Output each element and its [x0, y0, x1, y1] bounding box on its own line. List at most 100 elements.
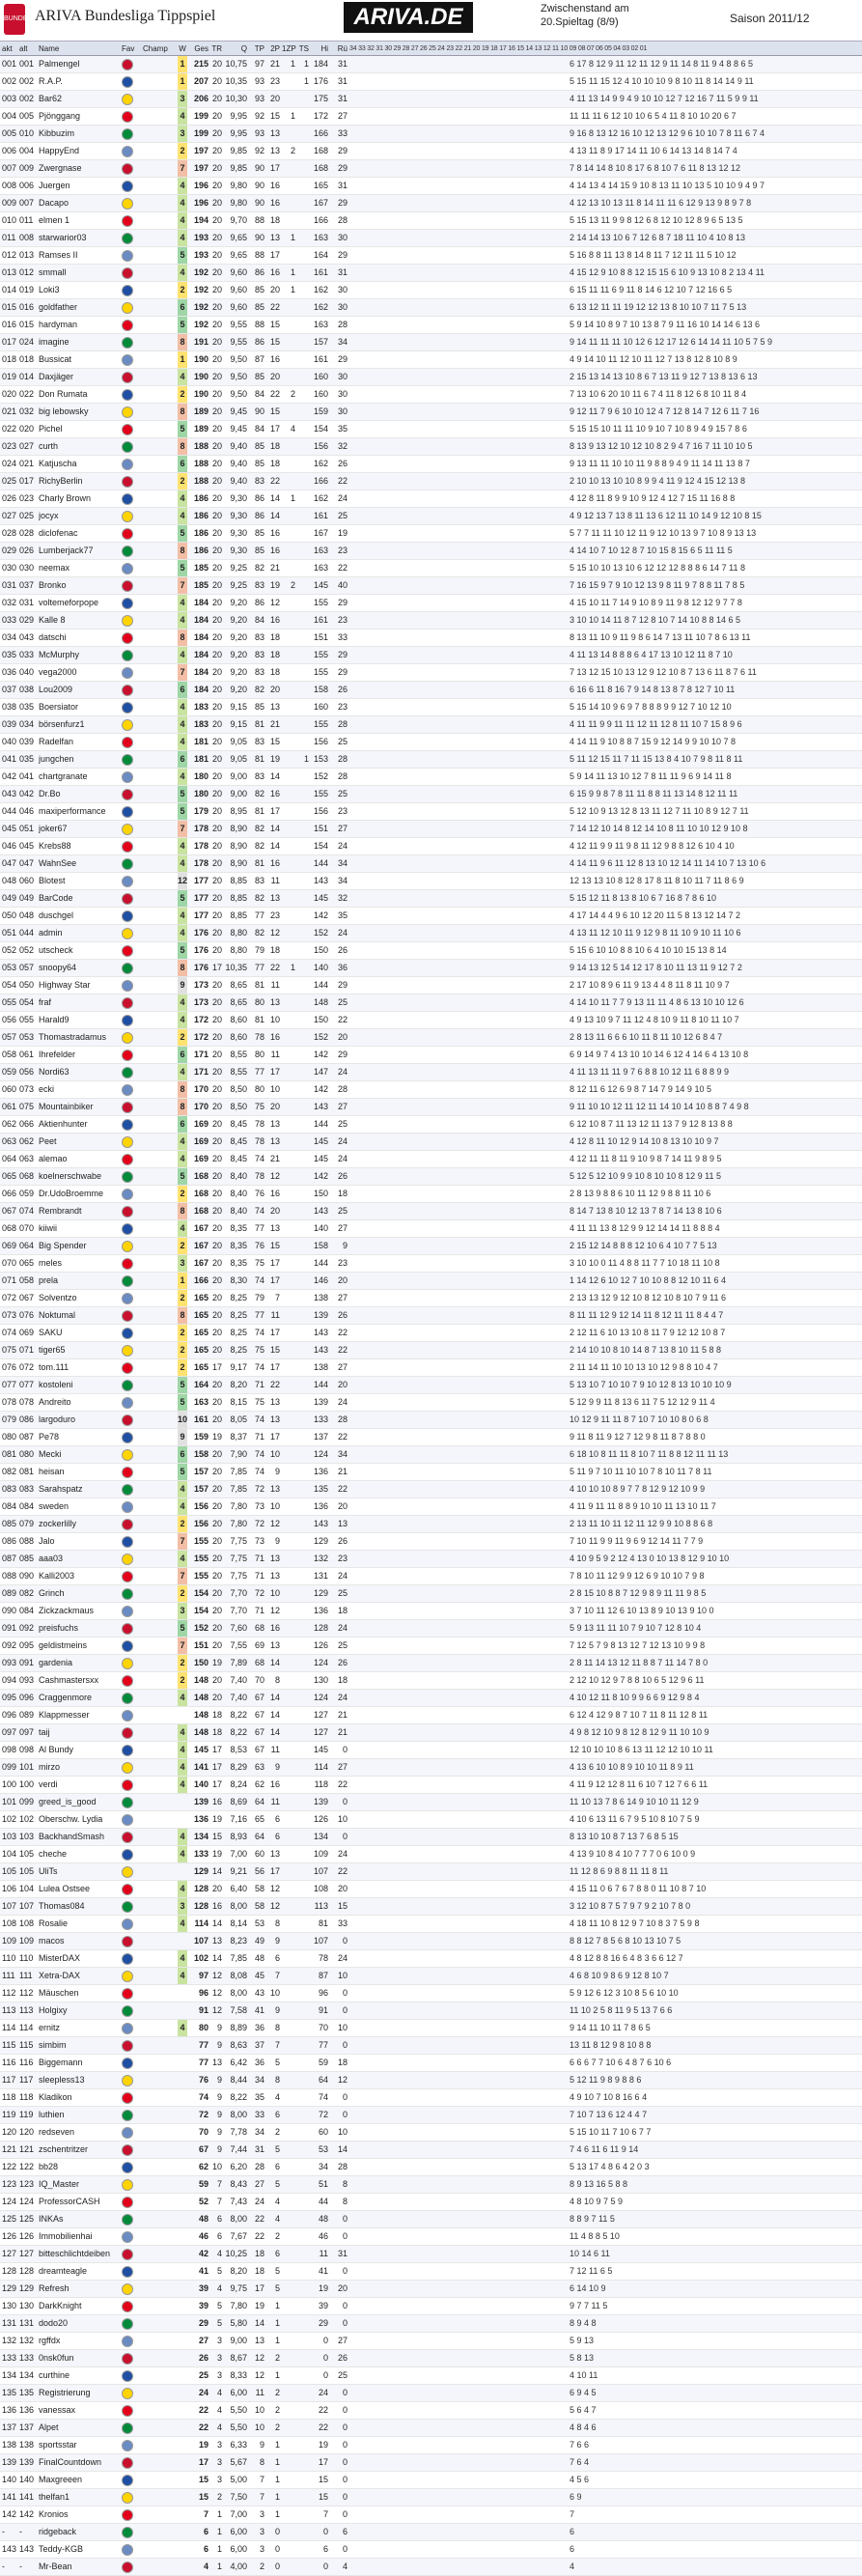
- player-name[interactable]: Solventzo: [39, 1293, 77, 1302]
- table-row[interactable]: 124 124 ProfessorCASH 52 7 7,43 24 4 44 8 4 8 10 9…: [0, 2194, 862, 2211]
- table-row[interactable]: 011 008 starwarior03 4 193 20 9,65 90 13 1 163 30 2 …: [0, 230, 862, 247]
- player-name[interactable]: big lebowsky: [39, 406, 89, 416]
- table-row[interactable]: 006 004 HappyEnd 2 197 20 9,85 92 13 2 168 29 4 13 1…: [0, 143, 862, 160]
- table-row[interactable]: 046 045 Krebs88 4 178 20 8,90 82 14 154 24 4 12 11 …: [0, 838, 862, 855]
- table-row[interactable]: 091 092 preisfuchs 5 152 20 7,60 68 16 128 24 5 9 1…: [0, 1620, 862, 1638]
- table-row[interactable]: 057 053 Thomastradamus 2 172 20 8,60 78 16 152 20 2…: [0, 1029, 862, 1047]
- table-row[interactable]: 080 087 Pe78 9 159 19 8,37 71 17 137 22 9 11 8 11 9…: [0, 1429, 862, 1446]
- player-name[interactable]: vanessax: [39, 2405, 76, 2415]
- player-name[interactable]: Loki3: [39, 285, 60, 294]
- table-row[interactable]: 001 001 Palmengel 1 215 20 10,75 97 21 1 1 184 31 6 1…: [0, 56, 862, 73]
- player-name[interactable]: Highway Star: [39, 980, 91, 990]
- player-name[interactable]: Al Bundy: [39, 1745, 74, 1754]
- player-name[interactable]: RichyBerlin: [39, 476, 83, 486]
- player-name[interactable]: Katjuscha: [39, 459, 77, 468]
- table-row[interactable]: 038 035 Boersiator 4 183 20 9,15 85 13 160 23 5 15 …: [0, 699, 862, 716]
- table-row[interactable]: 066 059 Dr.UdoBroemme 2 168 20 8,40 76 16 150 18 2 …: [0, 1186, 862, 1203]
- table-row[interactable]: 060 073 ecki 8 170 20 8,50 80 10 142 28 8 12 11 6 1…: [0, 1081, 862, 1099]
- player-name[interactable]: fraf: [39, 997, 52, 1007]
- player-name[interactable]: simbim: [39, 2040, 67, 2050]
- player-name[interactable]: ecki: [39, 1084, 55, 1094]
- table-row[interactable]: 090 084 Zickzackmaus 3 154 20 7,70 71 12 136 18 3 7…: [0, 1603, 862, 1620]
- table-row[interactable]: 045 051 joker67 7 178 20 8,90 82 14 151 27 7 14 12 …: [0, 821, 862, 838]
- table-row[interactable]: 092 095 geldistmeins 7 151 20 7,55 69 13 126 25 7 1…: [0, 1638, 862, 1655]
- player-name[interactable]: smmall: [39, 267, 67, 277]
- player-name[interactable]: Krebs88: [39, 841, 71, 851]
- table-row[interactable]: 106 104 Lulea Ostsee 4 128 20 6,40 58 12 108 20 4 1…: [0, 1881, 862, 1898]
- table-row[interactable]: 068 070 kiiwii 4 167 20 8,35 77 13 140 27 4 11 11 1…: [0, 1220, 862, 1238]
- table-row[interactable]: 002 002 R.A.P. 1 207 20 10,35 93 23 1 176 31 5 15 11…: [0, 73, 862, 91]
- table-row[interactable]: 008 006 Juergen 4 196 20 9,80 90 16 165 31 4 14 13 …: [0, 178, 862, 195]
- table-row[interactable]: 031 037 Bronko 7 185 20 9,25 83 19 2 145 40 7 16 15 …: [0, 577, 862, 595]
- table-row[interactable]: 043 042 Dr.Bo 5 180 20 9,00 82 16 155 25 6 15 9 9 8…: [0, 786, 862, 803]
- player-name[interactable]: Dr.UdoBroemme: [39, 1189, 104, 1198]
- player-name[interactable]: Zwergnase: [39, 163, 82, 173]
- player-name[interactable]: R.A.P.: [39, 76, 63, 86]
- table-row[interactable]: 020 022 Don Rumata 2 190 20 9,50 84 22 2 160 30 7 13…: [0, 386, 862, 404]
- table-row[interactable]: 047 047 WahnSee 4 178 20 8,90 81 16 144 34 4 14 11 …: [0, 855, 862, 873]
- table-row[interactable]: 028 028 diclofenac 5 186 20 9,30 85 16 167 19 5 7 7…: [0, 525, 862, 543]
- table-row[interactable]: 098 098 Al Bundy 4 145 17 8,53 67 11 145 0 12 10 10…: [0, 1742, 862, 1759]
- player-name[interactable]: Lumberjack77: [39, 546, 94, 555]
- player-name[interactable]: SAKU: [39, 1328, 63, 1337]
- player-name[interactable]: Grinch: [39, 1588, 65, 1598]
- table-row[interactable]: 113 113 Holgixy 91 12 7,58 41 9 91 0 11 10 2 5 8 1…: [0, 2002, 862, 2020]
- table-row[interactable]: 065 068 koelnerschwabe 5 168 20 8,40 78 12 142 26 5…: [0, 1168, 862, 1186]
- table-row[interactable]: 025 017 RichyBerlin 2 188 20 9,40 83 22 166 22 2 10…: [0, 473, 862, 490]
- player-name[interactable]: Pjönggang: [39, 111, 81, 121]
- player-name[interactable]: gardenia: [39, 1658, 73, 1667]
- player-name[interactable]: Dr.Bo: [39, 789, 61, 798]
- table-row[interactable]: 075 071 tiger65 2 165 20 8,25 75 15 143 22 2 14 10 …: [0, 1342, 862, 1359]
- player-name[interactable]: FinalCountdown: [39, 2457, 102, 2467]
- table-row[interactable]: 032 031 voltemeforpope 4 184 20 9,20 86 12 155 29 4…: [0, 595, 862, 612]
- table-row[interactable]: 141 141 thelfan1 15 2 7,50 7 1 15 0 6 9: [0, 2489, 862, 2506]
- table-row[interactable]: 013 012 smmall 4 192 20 9,60 86 16 1 161 31 4 15 12 …: [0, 265, 862, 282]
- player-name[interactable]: Andreito: [39, 1397, 71, 1407]
- table-row[interactable]: 009 007 Dacapo 4 196 20 9,80 90 16 167 29 4 12 13 1…: [0, 195, 862, 212]
- table-row[interactable]: 132 132 rgffdx 27 3 9,00 13 1 0 27 5 9 13: [0, 2333, 862, 2350]
- table-row[interactable]: 015 016 goldfather 6 192 20 9,60 85 22 162 30 6 13 …: [0, 299, 862, 317]
- table-row[interactable]: 117 117 sleepless13 76 9 8,44 34 8 64 12 5 12 11 9…: [0, 2072, 862, 2089]
- player-name[interactable]: Craggenmore: [39, 1693, 93, 1702]
- table-row[interactable]: 095 096 Craggenmore 4 148 20 7,40 67 14 124 24 4 10…: [0, 1690, 862, 1707]
- table-row[interactable]: 051 044 admin 4 176 20 8,80 82 12 152 24 4 13 11 12…: [0, 925, 862, 942]
- table-row[interactable]: 030 030 neemax 5 185 20 9,25 82 21 163 22 5 15 10 1…: [0, 560, 862, 577]
- table-row[interactable]: 014 019 Loki3 2 192 20 9,60 85 20 1 162 30 6 15 11 1…: [0, 282, 862, 299]
- player-name[interactable]: bb28: [39, 2162, 59, 2171]
- table-row[interactable]: 016 015 hardyman 5 192 20 9,55 88 15 163 28 5 9 14 …: [0, 317, 862, 334]
- player-name[interactable]: kiiwii: [39, 1223, 57, 1233]
- player-name[interactable]: mirzo: [39, 1762, 60, 1772]
- player-name[interactable]: Ramses II: [39, 250, 78, 260]
- table-row[interactable]: 121 121 zschentritzer 67 9 7,44 31 5 53 14 7 4 6 1…: [0, 2142, 862, 2159]
- player-name[interactable]: Kalle 8: [39, 615, 66, 625]
- table-row[interactable]: - - ridgeback 6 1 6,00 3 0 0 6 6: [0, 2524, 862, 2541]
- table-row[interactable]: 048 060 Blotest 12 177 20 8,85 83 11 143 34 12 13 1…: [0, 873, 862, 890]
- player-name[interactable]: jocyx: [39, 511, 59, 520]
- table-row[interactable]: 017 024 imagine 8 191 20 9,55 86 15 157 34 9 14 11 …: [0, 334, 862, 351]
- table-row[interactable]: 108 108 Rosalie 4 114 14 8,14 53 8 81 33 4 18 11 10…: [0, 1916, 862, 1933]
- table-row[interactable]: 118 118 Kladikon 74 9 8,22 35 4 74 0 4 9 10 7 10 8…: [0, 2089, 862, 2107]
- player-name[interactable]: börsenfurz1: [39, 719, 85, 729]
- player-name[interactable]: Klappmesser: [39, 1710, 90, 1720]
- player-name[interactable]: heisan: [39, 1467, 65, 1476]
- player-name[interactable]: Rembrandt: [39, 1206, 82, 1216]
- table-row[interactable]: 003 002 Bar62 3 206 20 10,30 93 20 175 31 4 11 13 1…: [0, 91, 862, 108]
- table-row[interactable]: 029 026 Lumberjack77 8 186 20 9,30 85 16 163 23 4 1…: [0, 543, 862, 560]
- player-name[interactable]: Kladikon: [39, 2092, 72, 2102]
- player-name[interactable]: dodo20: [39, 2318, 69, 2328]
- table-row[interactable]: 018 018 Bussicat 1 190 20 9,50 87 16 161 29 4 9 14 …: [0, 351, 862, 369]
- player-name[interactable]: Boersiator: [39, 702, 79, 712]
- table-row[interactable]: 079 086 largoduro 10 161 20 8,05 74 13 133 28 10 12…: [0, 1412, 862, 1429]
- table-row[interactable]: 054 050 Highway Star 9 173 20 8,65 81 11 144 29 2 1…: [0, 977, 862, 994]
- player-name[interactable]: UliTs: [39, 1866, 58, 1876]
- player-name[interactable]: Thomas084: [39, 1901, 85, 1911]
- table-row[interactable]: 137 137 Alpet 22 4 5,50 10 2 22 0 4 8 4 6: [0, 2420, 862, 2437]
- player-name[interactable]: bitteschlichtdeiben: [39, 2249, 111, 2258]
- player-name[interactable]: jungchen: [39, 754, 74, 764]
- player-name[interactable]: sweden: [39, 1501, 70, 1511]
- table-row[interactable]: 088 090 Kalli2003 7 155 20 7,75 71 13 131 24 7 8 10…: [0, 1568, 862, 1585]
- table-row[interactable]: 061 075 Mountainbiker 8 170 20 8,50 75 20 143 27 9 …: [0, 1099, 862, 1116]
- player-name[interactable]: BarCode: [39, 893, 73, 903]
- player-name[interactable]: DarkKnight: [39, 2301, 82, 2310]
- player-name[interactable]: curthine: [39, 2370, 70, 2380]
